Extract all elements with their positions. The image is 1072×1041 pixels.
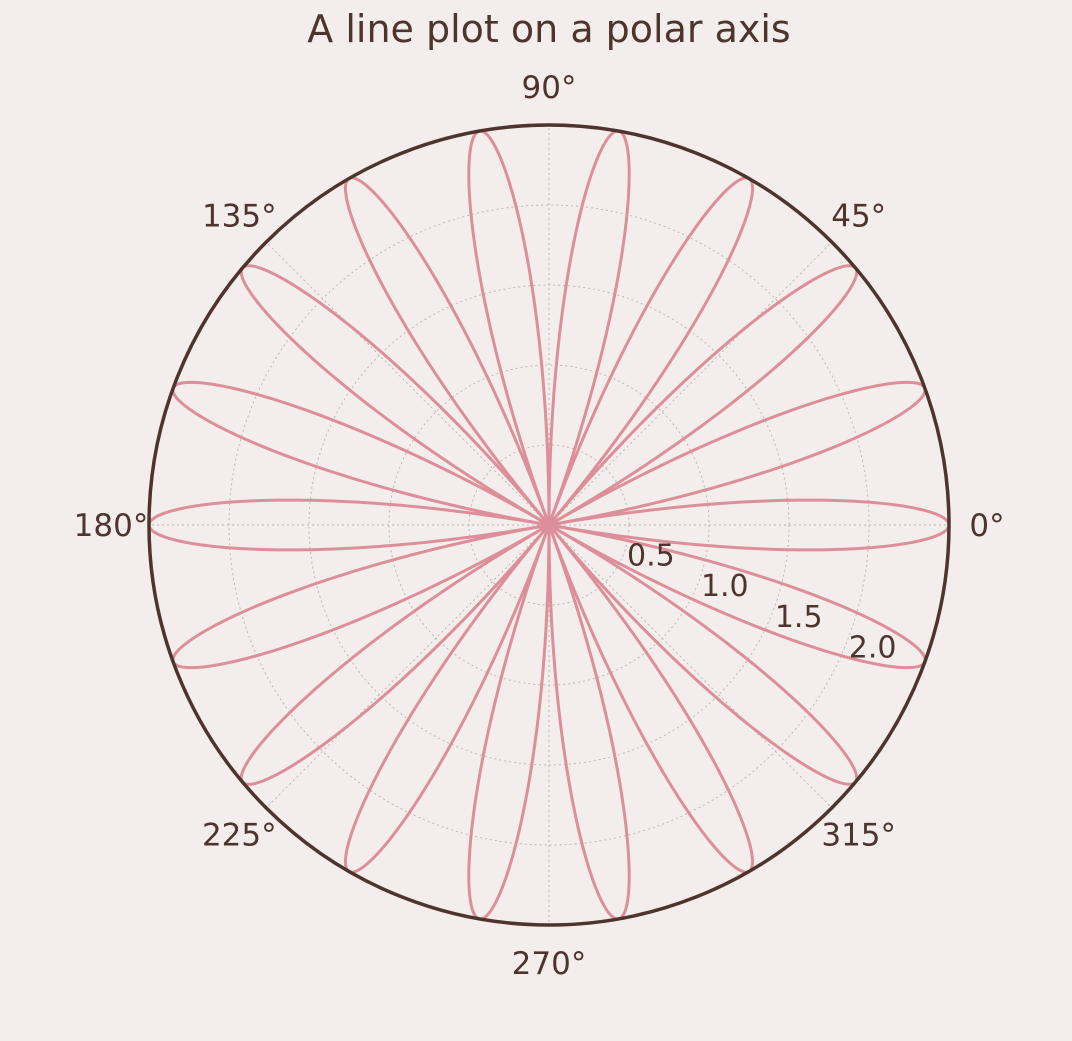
r-tick-label: 0.5: [627, 539, 675, 574]
theta-tick-label: 0°: [969, 508, 1004, 544]
r-tick-labels: 0.5 1.0 1.5 2.0: [627, 539, 896, 666]
theta-tick-label: 180°: [74, 508, 149, 544]
theta-tick-label: 225°: [202, 818, 277, 854]
theta-tick-label: 135°: [202, 198, 277, 234]
grid-spoke-1: [548, 241, 833, 526]
grid-spoke-7: [548, 524, 833, 809]
grid-spoke-5: [265, 524, 550, 809]
r-tick-label: 1.5: [775, 600, 823, 635]
theta-tick-labels: 0° 45° 90° 135° 180° 225° 270° 315°: [74, 70, 1005, 982]
r-tick-label: 1.0: [701, 569, 749, 604]
theta-tick-label: 45°: [831, 198, 886, 234]
theta-tick-label: 270°: [512, 946, 587, 982]
theta-tick-label: 90°: [522, 70, 577, 106]
r-tick-label: 2.0: [849, 631, 897, 666]
grid-spoke-3: [265, 241, 550, 526]
polar-frame: [147, 123, 951, 927]
chart-title: A line plot on a polar axis: [307, 7, 790, 51]
theta-tick-label: 315°: [821, 818, 896, 854]
grid: [149, 125, 949, 925]
